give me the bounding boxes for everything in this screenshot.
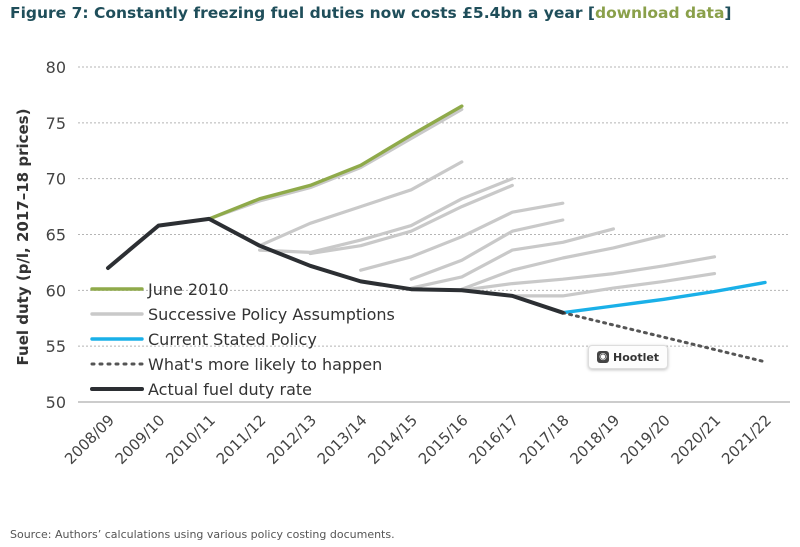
successive-series-line <box>258 160 464 248</box>
x-tick-label: 2016/17 <box>465 411 522 468</box>
legend-label: What's more likely to happen <box>148 355 382 374</box>
y-tick-label: 60 <box>46 281 66 300</box>
grid-layer <box>78 66 790 403</box>
successive-series-line <box>308 183 514 256</box>
x-tick-label: 2020/21 <box>668 411 725 468</box>
successive-series-line <box>510 272 717 298</box>
x-tick-label: 2013/14 <box>314 411 371 468</box>
title-bracket-open: [ <box>582 4 595 22</box>
legend-label: June 2010 <box>147 280 229 299</box>
x-tick-label: 2011/12 <box>213 411 270 468</box>
y-tick-label: 80 <box>46 58 66 77</box>
y-tick-label: 65 <box>46 226 66 245</box>
legend-label: Successive Policy Assumptions <box>148 305 395 324</box>
x-tick-label: 2021/22 <box>718 411 775 468</box>
figure-title-text: Figure 7: Constantly freezing fuel dutie… <box>10 4 583 22</box>
x-tick-label: 2009/10 <box>112 411 169 468</box>
y-axis-label: Fuel duty (p/l, 2017–18 prices) <box>14 109 32 366</box>
successive-series-line <box>207 107 464 221</box>
y-tick-labels: 50 55 60 65 70 75 80 <box>46 58 66 412</box>
download-data-link[interactable]: download data <box>594 4 725 22</box>
chart-area: 50 55 60 65 70 75 80 2008/09 2009/10 2010/11 2011… <box>0 30 800 520</box>
x-tick-label: 2010/11 <box>162 411 219 468</box>
x-tick-label: 2017/18 <box>516 411 573 468</box>
x-tick-labels: 2008/092009/102010/112011/122012/132013/… <box>61 411 775 468</box>
likely-series-line <box>561 311 767 364</box>
legend: June 2010 Successive Policy Assumptions Cu… <box>90 280 395 399</box>
x-tick-label: 2015/16 <box>415 411 472 468</box>
source-note: Source: Authors’ calculations using vari… <box>10 528 395 541</box>
y-tick-label: 55 <box>46 337 66 356</box>
owl-icon: ◉ <box>597 351 609 363</box>
series-layer <box>106 104 767 364</box>
june2010-series-line <box>207 104 464 221</box>
figure-title: Figure 7: Constantly freezing fuel dutie… <box>10 4 732 22</box>
successive-series-line <box>258 177 514 254</box>
x-tick-label: 2019/20 <box>617 411 674 468</box>
y-tick-label: 75 <box>46 114 66 133</box>
successive-series-line <box>409 218 565 281</box>
x-tick-label: 2014/15 <box>364 411 421 468</box>
x-tick-label: 2008/09 <box>61 411 118 468</box>
hootlet-label: Hootlet <box>613 350 660 364</box>
y-tick-label: 50 <box>46 393 66 412</box>
x-tick-label: 2012/13 <box>263 411 320 468</box>
legend-label: Current Stated Policy <box>148 330 317 349</box>
actual-series-line <box>106 216 565 315</box>
y-tick-label: 70 <box>46 170 66 189</box>
successive-series-line <box>359 201 565 272</box>
hootlet-badge[interactable]: ◉ Hootlet <box>588 345 668 369</box>
x-tick-label: 2018/19 <box>566 411 623 468</box>
fuel-duty-chart: 50 55 60 65 70 75 80 2008/092009/102010/112011… <box>14 58 790 468</box>
successive-series-line <box>460 255 717 292</box>
successive-series-line <box>409 227 615 290</box>
legend-label: Actual fuel duty rate <box>148 380 312 399</box>
successive-series-line <box>460 234 666 291</box>
title-bracket-close: ] <box>724 4 732 22</box>
